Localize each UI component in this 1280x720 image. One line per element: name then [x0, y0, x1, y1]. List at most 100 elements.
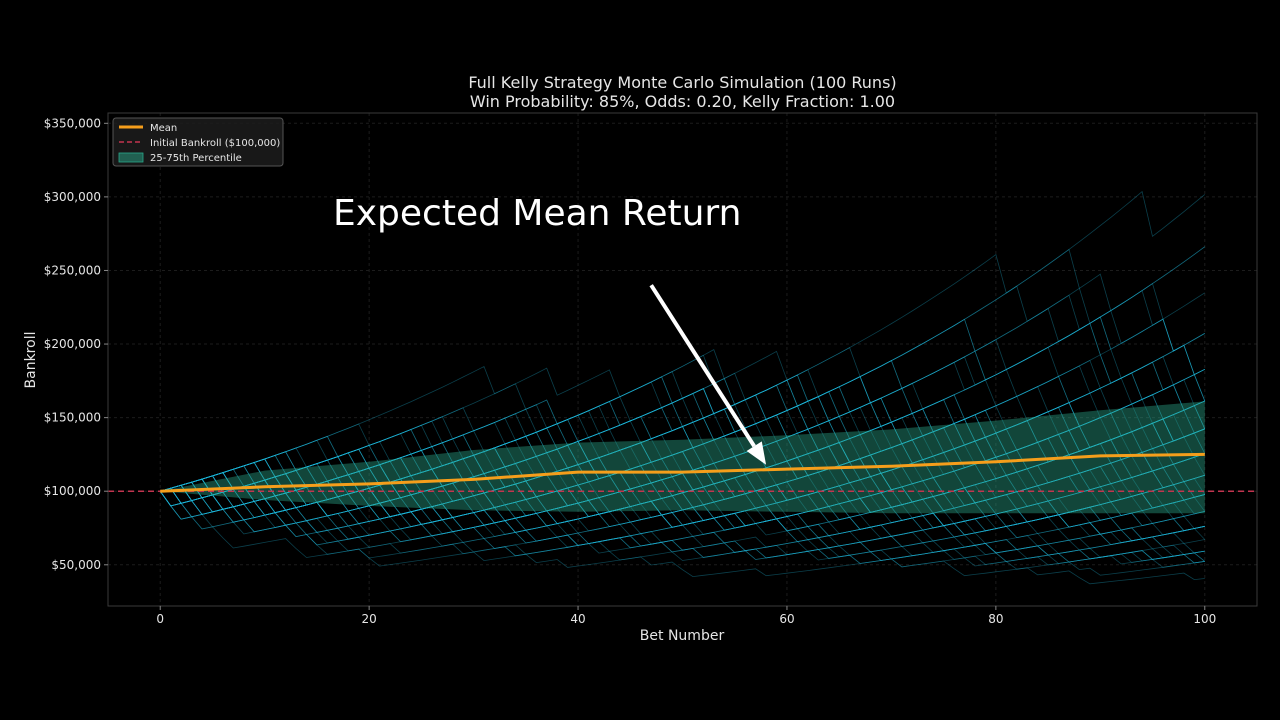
- y-axis-ticks: $50,000 $100,000 $150,000 $200,000 $250,000 $…: [44, 116, 108, 572]
- chart-subtitle: Win Probability: 85%, Odds: 0.20, Kelly …: [469, 92, 896, 111]
- simulation-run-35: [160, 365, 1205, 492]
- simulation-run-92: [159, 408, 1205, 537]
- simulation-run-53: [160, 376, 1205, 492]
- annotation-text: Expected Mean Return: [333, 193, 741, 234]
- simulation-run-55: [159, 360, 1205, 510]
- simulation-run-99: [160, 453, 1205, 540]
- simulation-run-9: [159, 463, 1205, 557]
- simulation-run-66: [160, 458, 1205, 541]
- simulation-run-22: [160, 414, 1205, 492]
- simulation-run-96: [160, 478, 1205, 577]
- simulation-run-62: [159, 476, 1205, 543]
- simulation-run-3: [160, 461, 1205, 525]
- x-tick-label-0: 0: [156, 612, 164, 626]
- simulation-run-75: [160, 372, 1205, 497]
- x-axis-ticks: 0 20 40 60 80 100: [156, 606, 1216, 626]
- simulation-run-34: [160, 453, 1205, 528]
- simulation-run-90: [160, 472, 1205, 564]
- simulation-run-26: [160, 388, 1206, 492]
- simulation-run-80: [160, 392, 1205, 542]
- simulation-run-83: [160, 475, 1205, 565]
- x-tick-label-4: 80: [988, 612, 1003, 626]
- x-tick-label-5: 100: [1193, 612, 1216, 626]
- y-tick-label-3: $200,000: [44, 337, 101, 351]
- simulation-run-24: [160, 386, 1205, 504]
- simulation-run-65: [160, 418, 1205, 513]
- x-tick-label-2: 40: [570, 612, 585, 626]
- simulation-run-60: [160, 285, 1205, 502]
- simulation-run-72: [160, 354, 1205, 504]
- simulation-run-42: [159, 490, 1205, 567]
- annotation: Expected Mean Return: [333, 193, 767, 465]
- simulation-run-78: [160, 481, 1205, 556]
- simulation-run-73: [159, 346, 1206, 509]
- simulation-run-10: [160, 356, 1205, 499]
- simulation-run-97: [160, 246, 1206, 499]
- simulation-run-15: [160, 468, 1206, 562]
- simulation-run-69: [160, 478, 1206, 566]
- simulation-run-32: [160, 484, 1205, 560]
- chart-title: Full Kelly Strategy Monte Carlo Simulati…: [468, 73, 897, 92]
- simulation-run-94: [160, 428, 1205, 526]
- simulation-run-85: [160, 414, 1205, 519]
- simulation-run-17: [160, 487, 1205, 568]
- simulation-run-76: [159, 484, 1206, 538]
- simulation-run-21: [160, 400, 1205, 533]
- x-tick-label-3: 60: [779, 612, 794, 626]
- simulation-run-56: [160, 445, 1205, 514]
- y-tick-label-5: $300,000: [44, 190, 101, 204]
- simulation-run-2: [160, 409, 1205, 531]
- simulation-run-4: [160, 440, 1205, 518]
- legend-label-0: Mean: [150, 123, 177, 134]
- simulation-run-39: [160, 405, 1206, 524]
- simulation-run-63: [160, 487, 1205, 557]
- simulation-run-82: [159, 470, 1205, 564]
- simulation-run-28: [160, 472, 1205, 567]
- simulation-run-27: [160, 377, 1205, 493]
- simulation-run-54: [160, 474, 1205, 546]
- legend-label-1: Initial Bankroll ($100,000): [150, 138, 280, 149]
- simulation-run-58: [160, 418, 1205, 498]
- simulation-run-11: [160, 289, 1205, 510]
- simulation-run-8: [160, 392, 1206, 505]
- simulation-run-14: [160, 462, 1206, 529]
- annotation-arrow-head: [746, 441, 767, 465]
- y-tick-label-4: $250,000: [44, 263, 101, 277]
- x-tick-label-1: 20: [361, 612, 376, 626]
- simulation-run-71: [160, 391, 1205, 496]
- simulation-run-77: [160, 316, 1206, 501]
- percentile-band: [160, 401, 1205, 514]
- simulation-run-41: [160, 466, 1205, 527]
- y-tick-label-2: $150,000: [44, 411, 101, 425]
- simulation-run-40: [159, 490, 1205, 527]
- simulation-run-43: [160, 388, 1205, 497]
- simulation-run-98: [160, 446, 1205, 558]
- simulation-run-50: [160, 465, 1205, 527]
- simulation-run-12: [160, 420, 1205, 517]
- simulation-run-44: [160, 349, 1206, 492]
- simulation-run-51: [160, 428, 1205, 508]
- simulation-run-38: [160, 344, 1206, 492]
- simulation-run-100: [160, 478, 1205, 568]
- mean-line: [160, 452, 1205, 493]
- simulation-run-95: [160, 456, 1205, 521]
- simulation-run-48: [160, 318, 1205, 492]
- simulation-run-45: [160, 421, 1205, 503]
- y-axis-label: Bankroll: [23, 332, 39, 389]
- simulation-run-18: [160, 374, 1205, 501]
- simulation-run-49: [160, 369, 1205, 497]
- simulation-run-87: [160, 294, 1205, 517]
- plot-frame: [107, 112, 1258, 607]
- y-tick-label-1: $100,000: [44, 484, 101, 498]
- simulation-run-36: [159, 359, 1205, 513]
- percentile-band-layer: [160, 401, 1205, 514]
- simulation-run-57: [160, 480, 1205, 585]
- legend-swatch-band: [118, 152, 144, 163]
- grid-lines: [108, 113, 1257, 606]
- simulation-run-13: [160, 287, 1205, 492]
- simulation-run-88: [160, 443, 1206, 540]
- y-tick-label-0: $50,000: [51, 558, 101, 572]
- simulation-run-86: [160, 282, 1206, 502]
- x-axis-label: Bet Number: [640, 628, 725, 644]
